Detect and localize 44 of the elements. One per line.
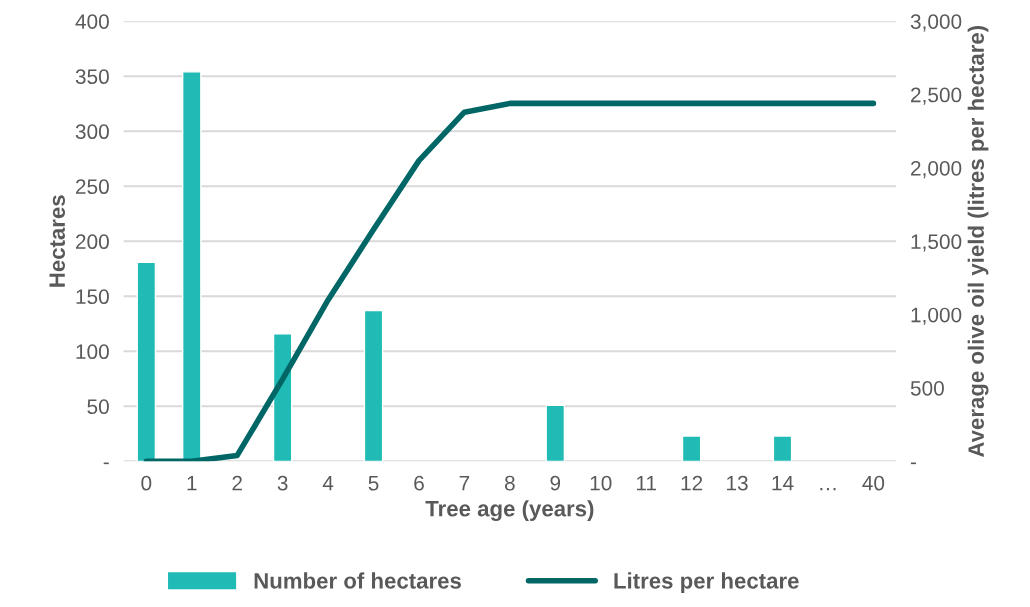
x-tick-label: 6 xyxy=(414,475,424,491)
y-tick-label: 50 xyxy=(87,399,109,415)
x-tick-label: 4 xyxy=(322,475,334,491)
y2-tick-label: 1,000 xyxy=(911,307,962,325)
y-tick-label: 300 xyxy=(75,124,109,140)
x-tick-label: 2 xyxy=(232,475,242,491)
x-tick-label: 8 xyxy=(504,475,515,491)
x-tick-label: … xyxy=(820,488,836,491)
bar xyxy=(181,71,202,462)
y-tick-label: 150 xyxy=(76,289,109,305)
x-tick-label: 3 xyxy=(277,475,288,491)
x-tick-label: 40 xyxy=(862,475,885,491)
bar xyxy=(363,309,384,462)
y2-axis-title: Average olive oil yield (litres per hectare) xyxy=(967,26,989,458)
y-tick-label: 400 xyxy=(75,14,109,29)
x-tick-label: 0 xyxy=(141,475,152,491)
x-tick-label: 11 xyxy=(636,475,656,491)
y2-tick-label: - xyxy=(910,462,916,465)
x-tick-label: 12 xyxy=(681,475,703,491)
bar xyxy=(681,435,702,462)
x-tick-label: 1 xyxy=(187,475,197,491)
x-axis-title: Tree age (years) xyxy=(425,500,594,521)
x-tick-label: 13 xyxy=(727,475,748,491)
legend-label: Litres per hectare xyxy=(614,572,799,594)
y2-tick-label: 2,500 xyxy=(911,87,962,105)
y2-tick-label: 2,000 xyxy=(911,160,962,179)
y2-tick-label: 3,000 xyxy=(910,14,962,32)
x-tick-label: 5 xyxy=(368,475,379,491)
y-tick-label: 100 xyxy=(76,344,109,360)
y-tick-label: 200 xyxy=(76,234,109,250)
bar xyxy=(545,404,566,462)
legend-label: Number of hectares xyxy=(254,572,461,589)
y-tick-label: 350 xyxy=(75,69,109,85)
x-tick-label: 10 xyxy=(590,475,612,491)
y-tick-label: 250 xyxy=(76,179,109,195)
x-tick-label: 9 xyxy=(550,475,561,491)
bar xyxy=(136,261,157,462)
y2-tick-label: 500 xyxy=(910,380,944,396)
x-tick-label: 14 xyxy=(772,475,794,491)
bar xyxy=(772,435,793,462)
y2-tick-label: 1,500 xyxy=(911,234,962,252)
x-tick-label: 7 xyxy=(459,475,470,491)
y-tick-label: - xyxy=(103,462,109,465)
y-axis-title: Hectares xyxy=(49,195,66,287)
